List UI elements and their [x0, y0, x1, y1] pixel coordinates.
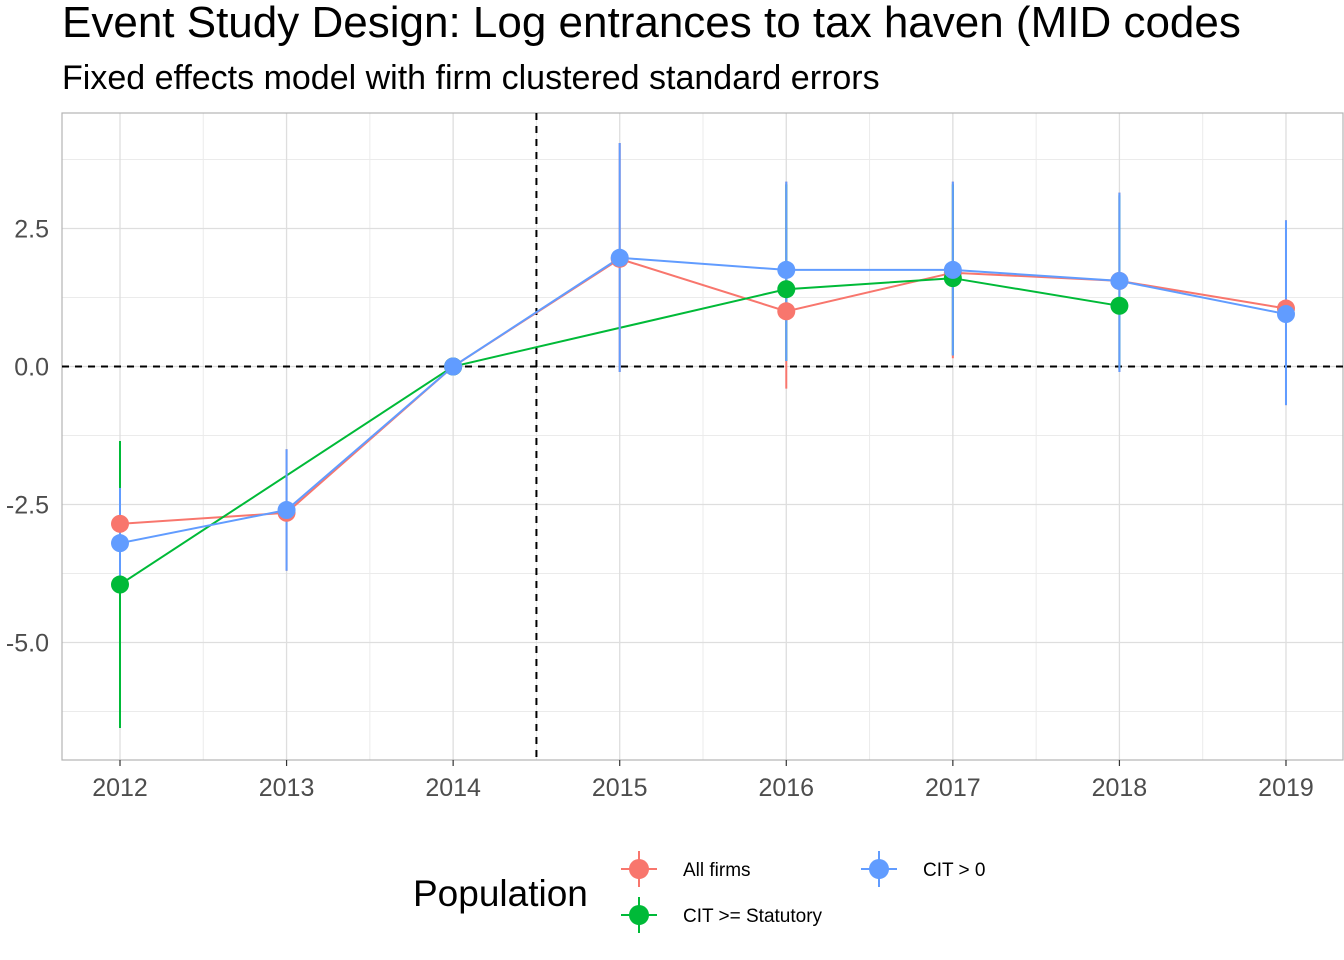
legend-label-cit-0: CIT > 0 [923, 860, 985, 881]
plot-panel-border [61, 112, 1344, 761]
data-point-cit-statutory [1110, 296, 1129, 315]
data-point-cit-0 [1276, 305, 1295, 324]
data-point-all-firms [111, 514, 129, 533]
reference-lines [62, 113, 1343, 760]
series-line-cit-0 [119, 256, 1287, 545]
legend-title: Population [413, 873, 588, 914]
legend-label-cit-statutory: CIT >= Statutory [683, 906, 823, 927]
data-point-cit-0 [111, 534, 129, 553]
x-tick-label: 2018 [1092, 774, 1148, 802]
data-point-cit-0 [777, 260, 796, 279]
data-point-cit-statutory [777, 280, 796, 299]
y-tick-label: 2.5 [14, 216, 49, 244]
data-point-cit-0 [943, 260, 962, 279]
minor-gridlines [62, 113, 1343, 760]
y-tick-label: -5.0 [6, 630, 49, 658]
x-tick-label: 2014 [425, 774, 481, 802]
legend-label-all-firms: All firms [683, 860, 751, 881]
y-axis-ticks: 2.5 0.0 -2.5 -5.0 [6, 216, 49, 658]
data-point-cit-0 [610, 248, 629, 267]
data-point-cit-0 [444, 357, 463, 376]
data-points [111, 248, 1295, 594]
x-tick-label: 2017 [925, 774, 981, 802]
legend: Population All firms CIT >= Statutory CIT … [413, 851, 985, 933]
y-tick-label: -2.5 [6, 492, 49, 520]
data-point-cit-0 [1110, 271, 1129, 290]
legend-key-point-all-firms [629, 859, 649, 879]
data-point-cit-statutory [111, 575, 129, 594]
x-tick-label: 2019 [1258, 774, 1314, 802]
x-axis-ticks: 2012 2013 2014 2015 2016 2017 2018 2019 [92, 760, 1314, 802]
x-tick-label: 2016 [758, 774, 814, 802]
x-tick-label: 2015 [592, 774, 648, 802]
x-tick-label: 2012 [92, 774, 148, 802]
data-point-cit-0 [277, 501, 296, 520]
legend-items: All firms CIT >= Statutory CIT > 0 [621, 851, 985, 933]
legend-key-point-cit-statutory [629, 905, 649, 925]
y-tick-label: 0.0 [14, 354, 49, 382]
legend-key-point-cit-0 [869, 859, 889, 879]
data-point-all-firms [777, 302, 796, 321]
x-tick-label: 2013 [259, 774, 315, 802]
chart-subtitle: Fixed effects model with firm clustered … [62, 59, 880, 97]
chart-title: Event Study Design: Log entrances to tax… [62, 0, 1241, 47]
